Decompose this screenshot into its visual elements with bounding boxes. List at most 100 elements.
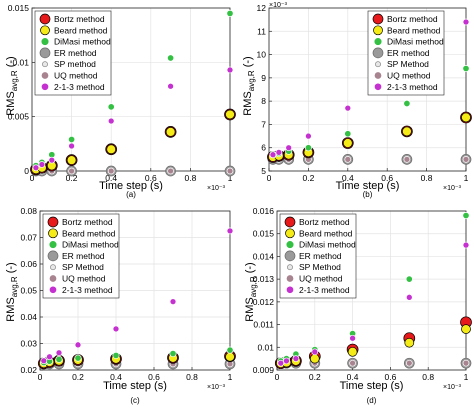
data-point-uq-method	[403, 156, 411, 163]
y-tick-label: 0.02	[20, 365, 37, 375]
legend-marker-bortz-method	[372, 13, 384, 25]
data-point-uq-method	[167, 167, 174, 175]
x-tick-label: 1	[228, 372, 233, 382]
data-point-dimasi-method	[344, 130, 352, 138]
data-point-uq-method	[107, 167, 115, 175]
legend-label: Bortz method	[62, 217, 113, 227]
x-tick-label: 0.6	[381, 173, 393, 183]
legend-marker-sp-method	[42, 61, 48, 68]
data-point-2-1-3-method	[167, 82, 174, 90]
legend-marker-2-1-3-method	[374, 83, 382, 91]
y-axis-label-sub: avg,R	[249, 276, 258, 297]
legend-label: Beard method	[54, 25, 108, 35]
legend-marker-sp-method	[287, 264, 293, 271]
y-axis-label-main: RMS	[5, 297, 17, 321]
legend-marker-beard-method	[285, 228, 295, 239]
data-point-dimasi-method	[107, 103, 115, 111]
legend-label: DiMasi method	[54, 37, 111, 47]
legend-marker-2-1-3-method	[41, 83, 49, 91]
x-axis-label: Time step (s)	[103, 380, 167, 392]
legend-label: ER method	[54, 48, 97, 58]
y-tick-label: 5	[261, 166, 266, 176]
x-tick-label: 0.2	[66, 173, 78, 183]
data-point-2-1-3-method	[269, 151, 277, 159]
y-tick-label: 9	[261, 73, 266, 83]
data-point-2-1-3-method	[68, 142, 75, 150]
data-point-dimasi-method	[74, 354, 82, 362]
data-point-dimasi-method	[405, 275, 413, 283]
legend-marker-er-method	[39, 47, 51, 59]
legend-marker-er-method	[372, 47, 384, 59]
x-tick-label: 1	[464, 173, 469, 183]
x-tick-label: 0.6	[148, 372, 160, 382]
panel-a: 0 0.2 0.4 0.6 0.8 1 0 0.005 0.01 0.015 ×10⁻³ Time s…	[5, 3, 236, 192]
legend-marker-er-method	[47, 250, 59, 262]
y-tick-label: 0.08	[20, 206, 37, 216]
x-tick-label: 0.2	[72, 372, 84, 382]
y-tick-label: 0.015	[8, 3, 30, 13]
y-tick-label: 0.015	[253, 229, 275, 239]
legend-marker-dimasi-method	[41, 38, 49, 46]
y-tick-label: 0.005	[8, 112, 30, 122]
data-point-2-1-3-method	[169, 298, 177, 305]
panel-c: 0 0.2 0.4 0.6 0.8 1 0.02 0.03 0.04 0.05 0.06 0.07 0.…	[5, 206, 236, 392]
data-point-dimasi-method	[167, 54, 175, 62]
legend-label: Bortz method	[299, 217, 350, 227]
x-exponent-label: ×10⁻³	[207, 185, 226, 192]
x-tick-label: 0	[275, 372, 280, 382]
x-exponent-label: ×10⁻³	[443, 185, 462, 192]
data-point-2-1-3-method	[226, 66, 234, 74]
legend-label: ER method	[387, 48, 430, 58]
x-axis-label: Time step (s)	[99, 180, 163, 192]
x-tick-label: 0.4	[110, 372, 122, 382]
x-tick-label: 0.4	[105, 173, 117, 183]
y-tick-label: 0.012	[253, 297, 275, 307]
y-tick-label: 11	[257, 26, 266, 36]
y-axis-label-main: RMS	[242, 91, 254, 115]
data-markers	[274, 211, 472, 370]
legend-marker-dimasi-method	[49, 241, 57, 249]
y-tick-label: 0.009	[253, 365, 275, 375]
y-axis-label-unit: (-)	[244, 262, 256, 276]
data-point-dimasi-method	[112, 351, 120, 359]
y-axis-label-unit: (-)	[242, 56, 254, 70]
data-point-beard-method	[165, 127, 176, 137]
legend-label: SP method	[54, 59, 96, 69]
data-point-dimasi-method	[226, 346, 234, 354]
y-tick-label: 0.01	[12, 57, 29, 67]
legend-label: Beard method	[62, 228, 116, 238]
x-tick-label: 1	[464, 372, 469, 382]
legend-marker-2-1-3-method	[49, 286, 57, 294]
data-point-dimasi-method	[226, 9, 234, 17]
data-point-beard-method	[106, 144, 117, 155]
x-exponent-label: ×10⁻³	[443, 384, 462, 391]
legend-label: Beard method	[299, 228, 353, 238]
y-axis-label: RMSavg,R (-)	[5, 262, 19, 321]
data-point-beard-method	[461, 112, 471, 123]
data-point-2-1-3-method	[462, 241, 470, 249]
data-point-2-1-3-method	[226, 227, 234, 235]
x-tick-label: 0.8	[184, 173, 196, 183]
x-tick-label: 0.8	[186, 372, 198, 382]
data-point-dimasi-method	[462, 211, 470, 220]
data-point-2-1-3-method	[38, 161, 46, 168]
legend-label: DiMasi method	[387, 37, 444, 47]
y-tick-label: 0.03	[20, 339, 37, 349]
legend-marker-beard-method	[40, 25, 50, 36]
x-tick-label: 1	[228, 173, 233, 183]
data-point-2-1-3-method	[74, 341, 82, 349]
x-tick-label: 0.4	[347, 372, 359, 382]
data-point-2-1-3-method	[405, 293, 413, 301]
data-point-2-1-3-method	[48, 156, 56, 164]
x-exponent-label: ×10⁻³	[207, 384, 226, 391]
data-point-uq-method	[462, 156, 470, 163]
data-point-2-1-3-method	[305, 132, 312, 140]
data-point-2-1-3-method	[344, 104, 352, 112]
data-point-beard-method	[347, 346, 358, 357]
y-tick-label: 7	[261, 119, 266, 129]
data-point-dimasi-method	[55, 355, 63, 363]
y-tick-label: 10	[257, 50, 267, 60]
legend-marker-bortz-method	[284, 216, 296, 228]
x-tick-label: 0.6	[384, 372, 396, 382]
